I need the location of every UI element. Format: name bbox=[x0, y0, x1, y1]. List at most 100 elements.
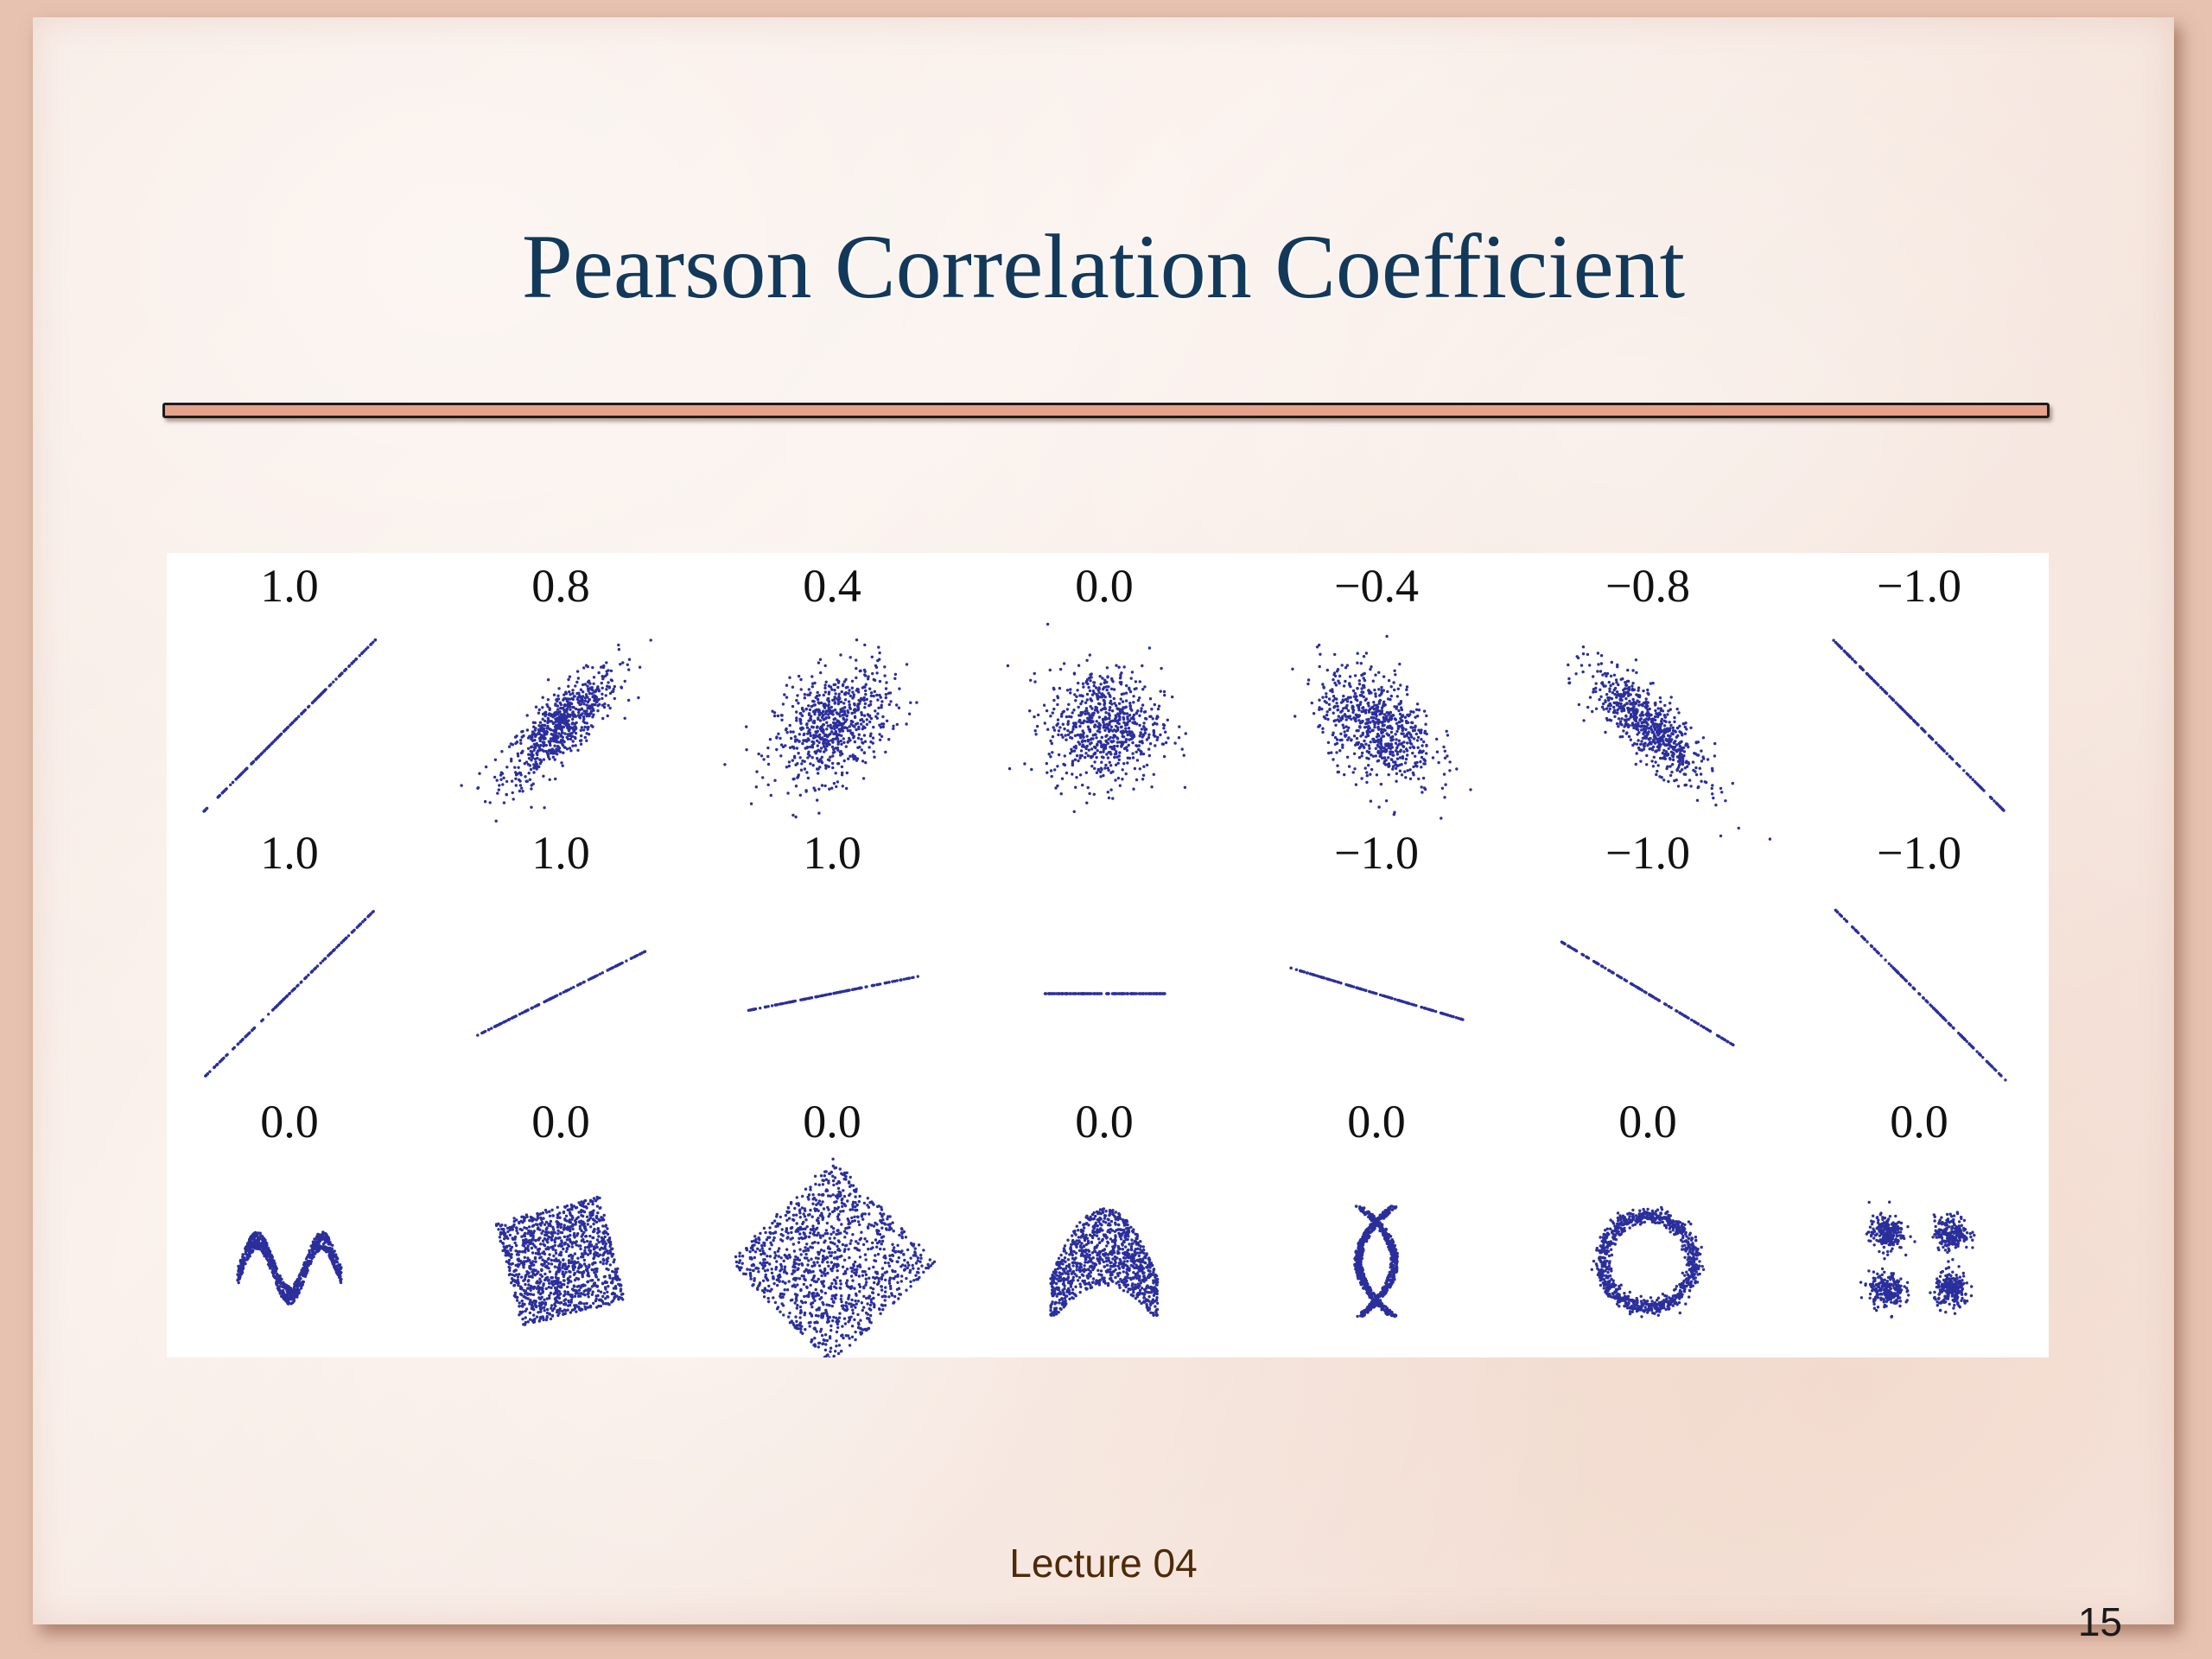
scatter-point bbox=[859, 669, 862, 672]
scatter-point bbox=[530, 787, 533, 791]
scatter-point bbox=[1061, 722, 1065, 726]
scatter-point bbox=[785, 683, 789, 687]
scatter-point bbox=[1649, 728, 1654, 732]
coefficient-label: 0.0 bbox=[1347, 1096, 1406, 1147]
scatter-point bbox=[530, 745, 534, 748]
scatter-point bbox=[1306, 678, 1311, 682]
scatter-point bbox=[1586, 705, 1590, 709]
scatter-point bbox=[643, 950, 647, 953]
scatter-point bbox=[816, 739, 819, 742]
scatter-point bbox=[1141, 752, 1146, 756]
scatter-point bbox=[527, 772, 531, 775]
scatter-point bbox=[1100, 760, 1103, 764]
scatter-point bbox=[1574, 672, 1578, 676]
scatter-point bbox=[1440, 817, 1443, 820]
scatter-point bbox=[1088, 653, 1092, 657]
scatter-point bbox=[806, 737, 810, 741]
scatter-point bbox=[1994, 1069, 1998, 1072]
scatter-point bbox=[1663, 753, 1668, 756]
scatter-point bbox=[814, 995, 817, 999]
scatter-point bbox=[1122, 715, 1125, 720]
scatter-point bbox=[1372, 708, 1376, 711]
scatter-point bbox=[1351, 771, 1355, 774]
scatter-point bbox=[772, 711, 777, 715]
scatter-point bbox=[1056, 765, 1059, 768]
scatter-point bbox=[552, 734, 556, 737]
scatter-point bbox=[1669, 765, 1672, 768]
scatter-point bbox=[549, 740, 553, 743]
scatter-point bbox=[799, 998, 803, 1001]
scatter-point bbox=[1048, 668, 1052, 672]
scatter-point bbox=[1103, 678, 1107, 682]
scatter-point bbox=[803, 696, 806, 700]
scatter-point bbox=[796, 694, 799, 697]
scatter-point bbox=[1330, 751, 1333, 754]
scatter-point bbox=[1081, 783, 1084, 787]
scatter-point bbox=[1139, 732, 1142, 735]
scatter-point bbox=[796, 762, 799, 766]
scatter-point bbox=[545, 702, 549, 707]
scatter-point bbox=[1357, 714, 1361, 717]
scatter-point bbox=[799, 677, 803, 682]
scatter-point bbox=[860, 696, 863, 700]
scatter-point bbox=[1395, 707, 1398, 710]
coefficient-label: 0.4 bbox=[803, 560, 861, 612]
scatter-point bbox=[1321, 727, 1325, 730]
scatter-point bbox=[1374, 747, 1378, 750]
scatter-point bbox=[805, 771, 809, 774]
scatter-point bbox=[1675, 743, 1679, 747]
scatter-point bbox=[1077, 705, 1080, 709]
scatter-point bbox=[1598, 697, 1601, 702]
scatter-point bbox=[1378, 993, 1382, 997]
scatter-point bbox=[787, 1001, 791, 1004]
scatter-point bbox=[1344, 697, 1348, 702]
scatter-point bbox=[1319, 652, 1322, 656]
scatter-point bbox=[573, 722, 577, 726]
scatter-panel-corr--0.8 bbox=[1567, 645, 1772, 841]
scatter-point bbox=[543, 710, 548, 714]
scatter-point bbox=[1403, 761, 1408, 765]
scatter-point bbox=[576, 677, 581, 680]
scatter-point bbox=[836, 702, 840, 706]
scatter-point bbox=[1365, 718, 1369, 721]
scatter-point bbox=[1368, 708, 1372, 711]
scatter-point bbox=[1084, 707, 1089, 710]
scatter-point bbox=[588, 707, 592, 710]
scatter-point bbox=[1339, 718, 1343, 722]
scatter-point bbox=[775, 747, 779, 752]
scatter-point bbox=[1357, 747, 1362, 750]
scatter-point bbox=[1135, 712, 1139, 715]
scatter-point bbox=[855, 676, 858, 680]
scatter-point bbox=[1443, 749, 1447, 753]
scatter-point bbox=[777, 732, 780, 735]
scatter-point bbox=[1663, 715, 1668, 719]
scatter-point bbox=[1599, 688, 1602, 691]
scatter-point bbox=[584, 693, 588, 696]
scatter-point bbox=[529, 767, 533, 772]
scatter-point bbox=[906, 976, 910, 980]
scatter-point bbox=[1443, 756, 1447, 760]
scatter-point bbox=[1375, 773, 1379, 777]
scatter-point bbox=[819, 701, 823, 705]
scatter-point bbox=[1402, 745, 1406, 748]
scatter-point bbox=[1063, 754, 1067, 758]
scatter-point bbox=[1084, 755, 1087, 760]
scatter-point bbox=[601, 692, 604, 696]
scatter-point bbox=[1308, 972, 1313, 976]
scatter-point bbox=[505, 792, 508, 797]
scatter-point bbox=[577, 691, 581, 695]
scatter-point bbox=[1131, 756, 1135, 760]
scatter-point bbox=[1561, 941, 1565, 944]
scatter-point bbox=[1142, 710, 1147, 714]
scatter-point bbox=[1103, 715, 1108, 719]
scatter-point bbox=[1357, 709, 1361, 712]
scatter-point bbox=[1380, 728, 1383, 731]
scatter-point bbox=[1086, 738, 1090, 742]
scatter-point bbox=[1935, 741, 1938, 745]
scatter-point bbox=[1714, 804, 1718, 807]
scatter-point bbox=[1159, 733, 1162, 737]
scatter-point bbox=[601, 675, 604, 678]
scatter-point bbox=[530, 759, 533, 762]
scatter-point bbox=[1913, 720, 1916, 723]
scatter-point bbox=[1086, 677, 1090, 681]
